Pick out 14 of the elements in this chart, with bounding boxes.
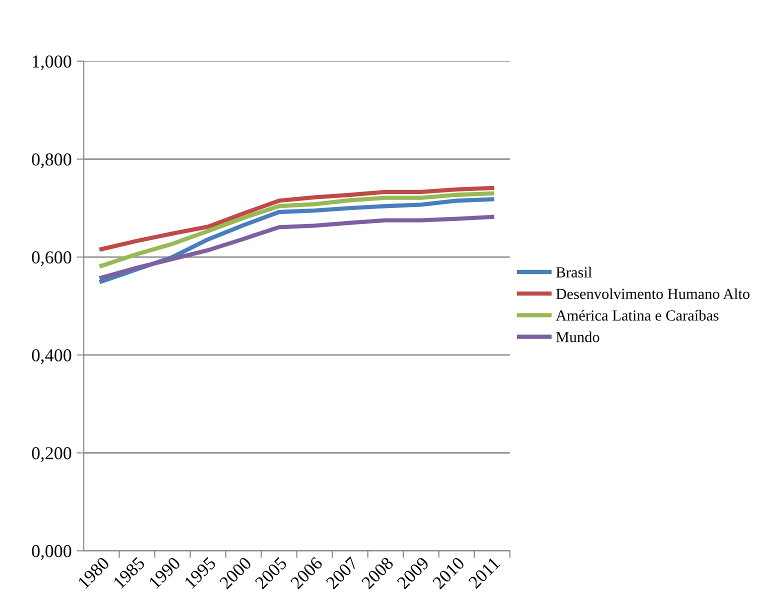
legend-label: América Latina e Caraíbas — [556, 310, 718, 321]
y-tick-label: 0,800 — [32, 153, 72, 168]
line-series — [99, 214, 494, 280]
x-tick-label: 2011 — [468, 556, 500, 589]
legend-label: Desenvolvimento Humano Alto — [556, 288, 750, 300]
y-tick-label: 0,400 — [32, 349, 72, 364]
y-tick-label: 1,000 — [32, 55, 72, 70]
line-series — [99, 186, 494, 252]
y-tick-label: 0,600 — [32, 251, 72, 266]
y-tick-label: 0,200 — [32, 447, 72, 462]
legend-label: Brasil — [556, 266, 592, 278]
y-tick-label: 0,000 — [32, 545, 72, 560]
legend-label: Mundo — [556, 332, 600, 342]
line-series — [99, 191, 494, 268]
